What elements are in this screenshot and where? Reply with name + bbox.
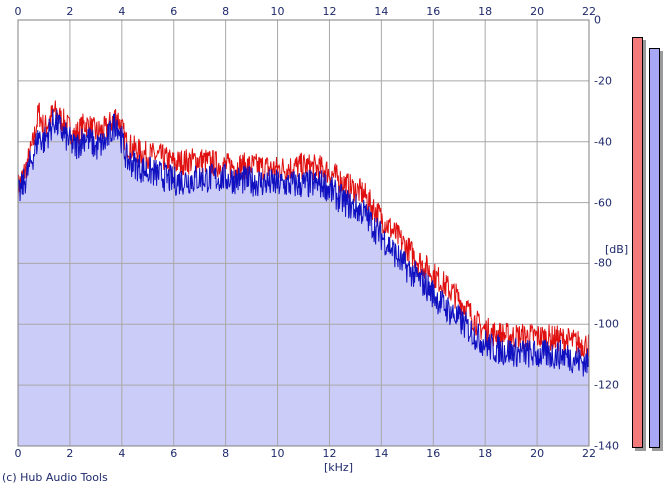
x-tick-label-top: 22 [582,5,596,18]
x-tick-label-bottom: 4 [118,447,126,460]
x-tick-label-top: 18 [478,5,493,18]
y-axis-label: [dB] [605,243,629,256]
x-tick-label-bottom: 14 [374,447,389,460]
x-tick-label-top: 6 [170,5,178,18]
series-line-blue [17,109,590,377]
x-axis-label: [kHz] [324,461,353,474]
y-tick-label: -20 [594,74,612,88]
x-tick-label-top: 0 [14,5,22,18]
x-tick-label-bottom: 6 [170,447,178,460]
x-tick-label-top: 16 [426,5,441,18]
y-tick-label: -120 [594,378,619,392]
x-tick-label-top: 4 [118,5,126,18]
x-tick-label-top: 10 [270,5,285,18]
copyright-text: (c) Hub Audio Tools [2,471,108,484]
x-tick-label-top: 2 [66,5,74,18]
x-tick-label-bottom: 0 [14,447,22,460]
spectrum-area-fill [18,109,589,446]
y-tick-label: -140 [594,439,619,453]
level-meter-left [632,37,643,448]
x-tick-label-top: 20 [530,5,545,18]
y-tick-label: 0 [594,13,601,27]
x-tick-label-top: 8 [222,5,230,18]
x-tick-label-bottom: 20 [530,447,545,460]
x-tick-label-top: 12 [322,5,337,18]
x-tick-label-bottom: 12 [322,447,337,460]
level-meter-right [649,48,660,448]
plot-frame [17,19,590,447]
y-tick-label: -100 [594,317,619,331]
x-tick-label-bottom: 10 [270,447,285,460]
x-tick-label-bottom: 22 [582,447,596,460]
x-tick-label-bottom: 8 [222,447,230,460]
y-tick-label: -80 [594,256,612,270]
y-tick-label: -40 [594,135,612,149]
x-tick-label-top: 14 [374,5,389,18]
x-tick-label-bottom: 18 [478,447,493,460]
x-tick-label-bottom: 2 [66,447,74,460]
x-tick-label-bottom: 16 [426,447,441,460]
y-tick-label: -60 [594,196,612,210]
